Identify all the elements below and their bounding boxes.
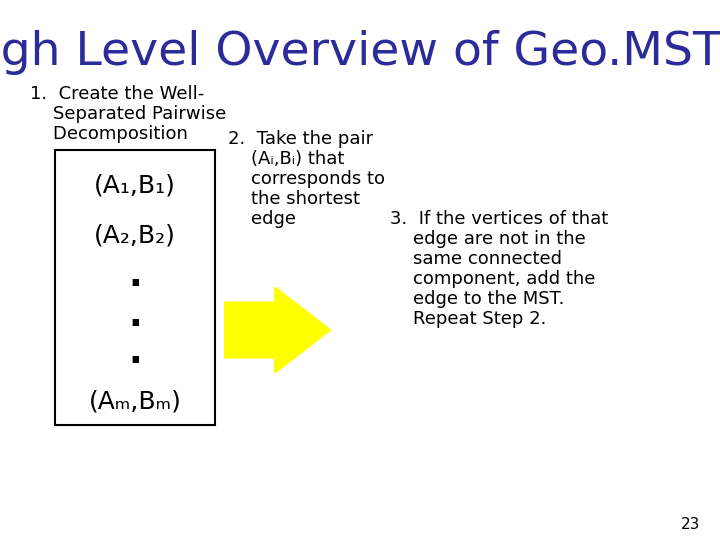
Text: High Level Overview of Geo.MST 2: High Level Overview of Geo.MST 2 [0,30,720,75]
Text: ·: · [128,308,142,342]
Text: ·: · [130,310,140,340]
Text: ·: · [130,348,140,376]
Text: 23: 23 [680,517,700,532]
Text: edge to the MST.: edge to the MST. [390,290,564,308]
Text: ·: · [130,271,140,300]
Text: Decomposition: Decomposition [30,125,188,143]
Text: 1.  Create the Well-: 1. Create the Well- [30,85,204,103]
Text: ·: · [128,268,142,302]
Text: the shortest: the shortest [228,190,360,208]
Text: edge are not in the: edge are not in the [390,230,586,248]
Text: (Aᵢ,Bᵢ) that: (Aᵢ,Bᵢ) that [228,150,344,168]
Text: edge: edge [228,210,296,228]
Text: (Aₘ,Bₘ): (Aₘ,Bₘ) [89,390,181,414]
Text: 2.  Take the pair: 2. Take the pair [228,130,373,148]
Text: ·: · [128,345,142,379]
Text: corresponds to: corresponds to [228,170,385,188]
FancyBboxPatch shape [55,150,215,425]
Text: same connected: same connected [390,250,562,268]
Text: (A₂,B₂): (A₂,B₂) [94,223,176,247]
Text: (A₁,B₁): (A₁,B₁) [94,173,176,197]
Text: 3.  If the vertices of that: 3. If the vertices of that [390,210,608,228]
FancyArrow shape [225,287,330,373]
Text: Repeat Step 2.: Repeat Step 2. [390,310,546,328]
Text: component, add the: component, add the [390,270,595,288]
Text: Separated Pairwise: Separated Pairwise [30,105,226,123]
